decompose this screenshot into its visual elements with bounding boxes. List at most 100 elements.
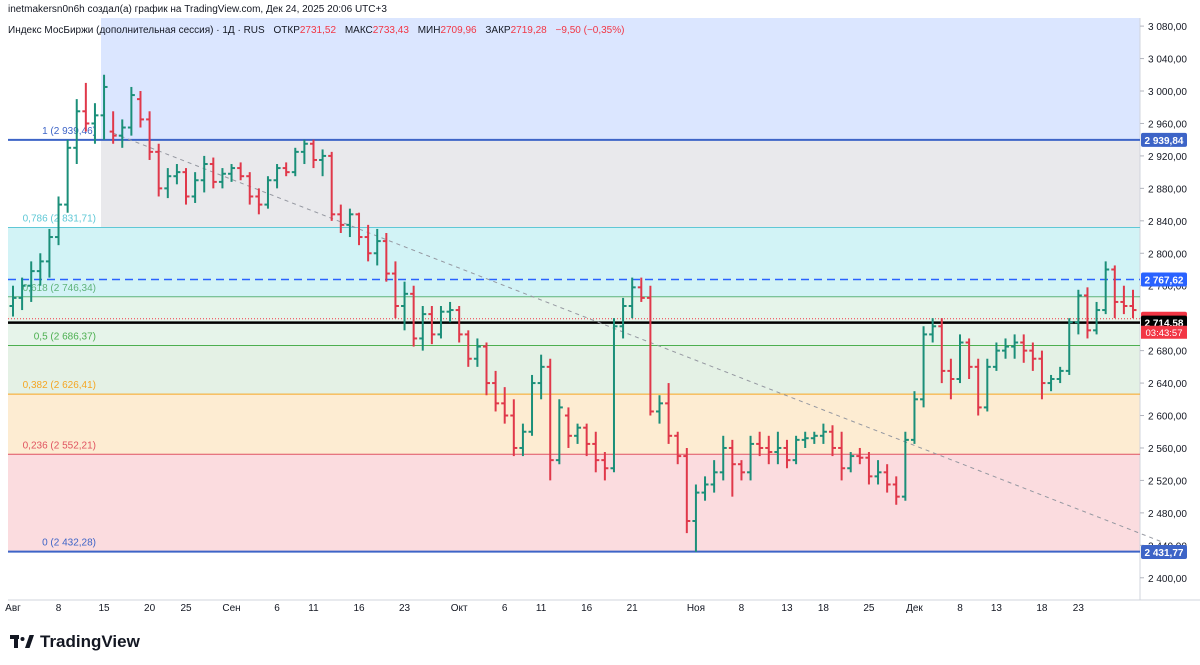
ohlc-bar	[956, 334, 964, 384]
time-tick-label: 16	[581, 603, 593, 614]
high-value: 2733,43	[372, 25, 409, 36]
ohlc-bar	[118, 119, 126, 148]
tradingview-brand[interactable]: TradingView	[40, 632, 140, 651]
ohlc-bar	[801, 431, 809, 448]
ohlc-bar	[1111, 265, 1119, 319]
ohlc-bar	[337, 204, 345, 233]
ohlc-bar	[555, 399, 563, 465]
fib-label: 0 (2 432,28)	[42, 538, 96, 549]
ohlc-bar	[519, 423, 527, 457]
price-tag-bg	[1141, 272, 1187, 287]
ohlc-bar	[546, 358, 554, 481]
ohlc-bar	[574, 423, 582, 444]
tradingview-logo-icon	[10, 635, 34, 648]
ohlc-bar	[391, 261, 399, 319]
high-label: МАКС	[344, 25, 373, 36]
ohlc-bar	[1093, 301, 1101, 335]
ohlc-bar	[464, 330, 472, 367]
ohlc-bar	[656, 395, 664, 424]
ohlc-bar	[810, 431, 818, 444]
ohlc-bar	[710, 460, 718, 493]
price-tag-text: 2 431,77	[1145, 548, 1184, 559]
ohlc-bar	[829, 425, 837, 457]
ohlc-bar	[182, 168, 190, 205]
ohlc-bar	[27, 261, 35, 302]
ohlc-bar	[209, 157, 217, 189]
ohlc-bar	[36, 253, 44, 286]
ohlc-bar	[437, 306, 445, 339]
ohlc-bar	[646, 285, 654, 416]
ohlc-bar	[428, 306, 436, 345]
ohlc-bar	[819, 423, 827, 444]
price-tick-label: 2 920,00	[1148, 152, 1187, 163]
price-tick-label: 3 000,00	[1148, 87, 1187, 98]
time-tick-label: 18	[818, 603, 830, 614]
time-tick-label: 15	[98, 603, 110, 614]
time-tick-label: 8	[56, 603, 62, 614]
ohlc-bar	[783, 439, 791, 469]
price-tag[interactable]: 2 939,84	[1141, 132, 1187, 147]
time-tick-label: Дек	[906, 603, 923, 614]
time-tick-label: 20	[144, 603, 156, 614]
price-tag-text: 2 714,58	[1145, 319, 1184, 330]
low-value: 2709,96	[440, 25, 477, 36]
ohlc-bar	[136, 91, 144, 128]
countdown-bg	[1141, 325, 1187, 339]
fib-lines: 1 (2 939,46)0,786 (2 831,71)0,618 (2 746…	[8, 126, 1140, 553]
ohlc-bar	[328, 151, 336, 221]
time-tick-label: 13	[781, 603, 793, 614]
ohlc-bar	[200, 155, 208, 193]
price-tag-bg	[1141, 132, 1187, 147]
fib-zone	[8, 394, 1140, 455]
ohlc-bar	[1074, 289, 1082, 335]
ohlc-bar	[701, 476, 709, 501]
ohlc-bar	[728, 439, 736, 497]
price-tag[interactable]: 2 767,62	[1141, 272, 1187, 287]
ohlc-bar	[373, 228, 381, 266]
ohlc-bar	[901, 431, 909, 501]
price-tick-label: 2 600,00	[1148, 412, 1187, 423]
ohlc-bar	[592, 431, 600, 473]
fib-zones	[8, 18, 1140, 552]
ohlc-bar	[382, 232, 390, 282]
close-label: ЗАКР	[485, 25, 511, 36]
symbol-name[interactable]: Индекс МосБиржи (дополнительная сессия) …	[8, 25, 265, 36]
price-tag[interactable]: 2 431,77	[1141, 545, 1187, 560]
ohlc-bar	[564, 407, 572, 448]
ohlc-bar	[601, 452, 609, 481]
ohlc-bar	[127, 86, 135, 136]
price-tag-text: 2 939,84	[1145, 136, 1184, 147]
ohlc-bar	[665, 383, 673, 444]
ohlc-bar	[1056, 366, 1064, 384]
ohlc-bar	[619, 297, 627, 339]
price-tag-bg	[1141, 545, 1187, 560]
ohlc-bar	[364, 224, 372, 262]
fib-zone	[101, 139, 1140, 228]
ohlc-bar	[473, 338, 481, 367]
countdown-tag: 03:43:57	[1141, 325, 1187, 339]
price-tick-label: 2 640,00	[1148, 379, 1187, 390]
ohlc-bar	[9, 285, 17, 317]
ohlc-bar	[82, 82, 90, 132]
ohlc-bar	[492, 370, 500, 412]
ohlc-bar	[628, 277, 636, 319]
ohlc-bar	[528, 374, 536, 436]
ohlc-bar	[164, 168, 172, 199]
ohlc-bar	[91, 103, 99, 144]
ohlc-bar	[510, 399, 518, 457]
ohlc-bar	[109, 111, 117, 144]
ohlc-bar	[856, 447, 864, 465]
zone-above-1	[101, 18, 1140, 140]
fib-label: 0,236 (2 552,21)	[23, 440, 96, 451]
footer: TradingView	[10, 630, 140, 654]
time-tick-label: Сен	[222, 603, 240, 614]
time-tick-label: 8	[739, 603, 745, 614]
fib-label: 0,5 (2 686,37)	[34, 331, 96, 342]
ohlc-bar	[974, 358, 982, 416]
ohlc-bar	[792, 435, 800, 465]
ohlc-bar	[838, 431, 846, 481]
candles	[9, 74, 1137, 552]
open-value: 2731,52	[299, 25, 337, 36]
ohlc-bar	[355, 212, 363, 246]
